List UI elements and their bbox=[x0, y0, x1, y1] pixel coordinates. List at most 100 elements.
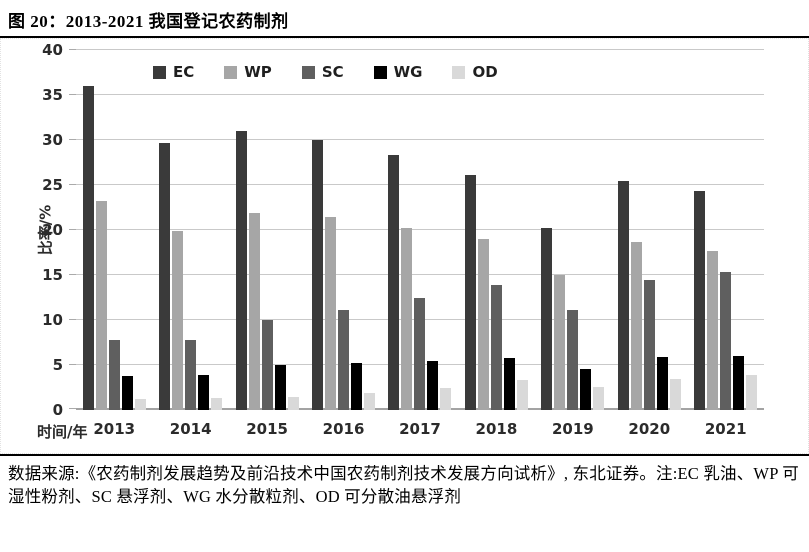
legend-item-sc: SC bbox=[301, 63, 344, 81]
bar-sc-2021 bbox=[720, 272, 732, 410]
bar-od-2019 bbox=[593, 386, 605, 410]
legend-label-wg: WG bbox=[393, 63, 423, 81]
bar-group-2020 bbox=[611, 50, 687, 410]
title-rule bbox=[0, 36, 809, 38]
bar-wp-2017 bbox=[401, 228, 413, 410]
bar-ec-2020 bbox=[617, 181, 629, 410]
bar-od-2017 bbox=[440, 388, 452, 410]
bar-wp-2018 bbox=[477, 239, 489, 410]
bar-group-2014 bbox=[152, 50, 228, 410]
gridline-30 bbox=[69, 139, 764, 140]
bar-sc-2013 bbox=[108, 339, 120, 410]
y-axis: 0 5 10 15 20 25 30 35 40 bbox=[1, 41, 69, 419]
plot-area bbox=[69, 49, 764, 410]
bar-od-2015 bbox=[287, 396, 299, 410]
bar-wg-2018 bbox=[503, 357, 515, 410]
bar-ec-2019 bbox=[541, 228, 553, 410]
bar-wp-2016 bbox=[325, 217, 337, 410]
bar-group-2016 bbox=[305, 50, 381, 410]
bar-groups bbox=[76, 50, 764, 410]
x-axis-title: 时间/年 bbox=[37, 423, 88, 441]
bar-od-2016 bbox=[364, 392, 376, 410]
source-note: 数据来源:《农药制剂发展趋势及前沿技术中国农药制剂技术发展方向试析》, 东北证券… bbox=[8, 464, 799, 507]
x-tick-label-2021: 2021 bbox=[704, 420, 747, 438]
bar-group-2019 bbox=[535, 50, 611, 410]
bar-wg-2015 bbox=[274, 365, 286, 410]
x-tick-label-2015: 2015 bbox=[246, 420, 288, 438]
y-tick-label-35: 35 bbox=[42, 86, 63, 104]
bar-od-2014 bbox=[211, 398, 223, 410]
bar-ec-2016 bbox=[312, 140, 324, 410]
y-axis-title: 比率/% bbox=[36, 204, 55, 256]
bar-sc-2015 bbox=[261, 320, 273, 410]
bar-od-2013 bbox=[134, 399, 146, 410]
bar-sc-2014 bbox=[185, 339, 197, 410]
legend-label-wp: WP bbox=[244, 63, 272, 81]
bar-group-2015 bbox=[229, 50, 305, 410]
bar-wp-2015 bbox=[248, 212, 260, 410]
legend-item-wg: WG bbox=[373, 63, 423, 81]
y-tick-label-20: 20 bbox=[42, 221, 63, 239]
x-tick-label-2013: 2013 bbox=[93, 420, 136, 438]
bar-wp-2019 bbox=[554, 275, 566, 410]
x-tick-label-2019: 2019 bbox=[551, 420, 594, 438]
x-tick-label-2020: 2020 bbox=[628, 420, 671, 438]
bar-group-2018 bbox=[458, 50, 534, 410]
bar-wg-2019 bbox=[580, 368, 592, 410]
bar-wp-2013 bbox=[95, 201, 107, 410]
bar-group-2021 bbox=[688, 50, 764, 410]
bar-ec-2014 bbox=[159, 142, 171, 410]
bar-sc-2017 bbox=[414, 298, 426, 410]
bar-ec-2017 bbox=[388, 155, 400, 410]
legend-label-od: OD bbox=[472, 63, 498, 81]
figure-title: 图 20：2013-2021 我国登记农药制剂 bbox=[8, 12, 289, 31]
x-tick-label-2018: 2018 bbox=[475, 420, 518, 438]
gridline-25 bbox=[69, 184, 764, 185]
bar-od-2021 bbox=[746, 374, 758, 410]
bar-sc-2016 bbox=[338, 310, 350, 410]
bar-wg-2016 bbox=[351, 363, 363, 410]
legend-swatch-sc bbox=[301, 65, 315, 79]
x-tick-label-2016: 2016 bbox=[322, 420, 365, 438]
bar-ec-2018 bbox=[464, 175, 476, 410]
bar-wg-2020 bbox=[656, 356, 668, 410]
gridline-15 bbox=[69, 274, 764, 275]
bar-od-2018 bbox=[516, 380, 528, 410]
y-tick-label-10: 10 bbox=[42, 311, 63, 329]
bar-chart: EC WP SC WG OD 0 5 10 15 20 25 30 35 40 比率/% 时间/年 20… bbox=[0, 38, 809, 454]
y-tick-label-40: 40 bbox=[42, 41, 63, 59]
bar-group-2017 bbox=[382, 50, 458, 410]
legend: EC WP SC WG OD bbox=[153, 63, 498, 81]
legend-label-sc: SC bbox=[321, 63, 344, 81]
y-tick-label-25: 25 bbox=[42, 176, 63, 194]
bar-wg-2021 bbox=[733, 356, 745, 410]
bar-wg-2014 bbox=[198, 374, 210, 410]
bar-ec-2021 bbox=[694, 191, 706, 410]
y-tick-label-5: 5 bbox=[52, 356, 63, 374]
y-tick-label-0: 0 bbox=[52, 401, 63, 419]
bar-wg-2017 bbox=[427, 360, 439, 410]
x-tick-label-2014: 2014 bbox=[169, 420, 212, 438]
legend-swatch-wp bbox=[224, 65, 238, 79]
legend-swatch-wg bbox=[373, 65, 387, 79]
legend-item-od: OD bbox=[452, 63, 498, 81]
bar-od-2020 bbox=[669, 378, 681, 410]
y-tick-label-15: 15 bbox=[42, 266, 63, 284]
bottom-rule bbox=[0, 454, 809, 456]
bar-sc-2019 bbox=[567, 310, 579, 410]
gridline-35 bbox=[69, 94, 764, 95]
bar-sc-2018 bbox=[490, 284, 502, 410]
legend-swatch-od bbox=[452, 65, 466, 79]
legend-item-wp: WP bbox=[224, 63, 272, 81]
bar-ec-2013 bbox=[82, 86, 94, 410]
gridline-20 bbox=[69, 229, 764, 230]
bar-wp-2020 bbox=[630, 241, 642, 410]
legend-label-ec: EC bbox=[173, 63, 195, 81]
bar-sc-2020 bbox=[643, 279, 655, 410]
bar-wp-2014 bbox=[172, 230, 184, 410]
y-tick-label-30: 30 bbox=[42, 131, 63, 149]
x-labels: 2013 2014 2015 2016 2017 2018 2019 2020 2021 bbox=[76, 420, 764, 438]
bar-ec-2015 bbox=[235, 131, 247, 410]
bar-wg-2013 bbox=[121, 375, 133, 410]
gridline-40 bbox=[69, 49, 764, 50]
